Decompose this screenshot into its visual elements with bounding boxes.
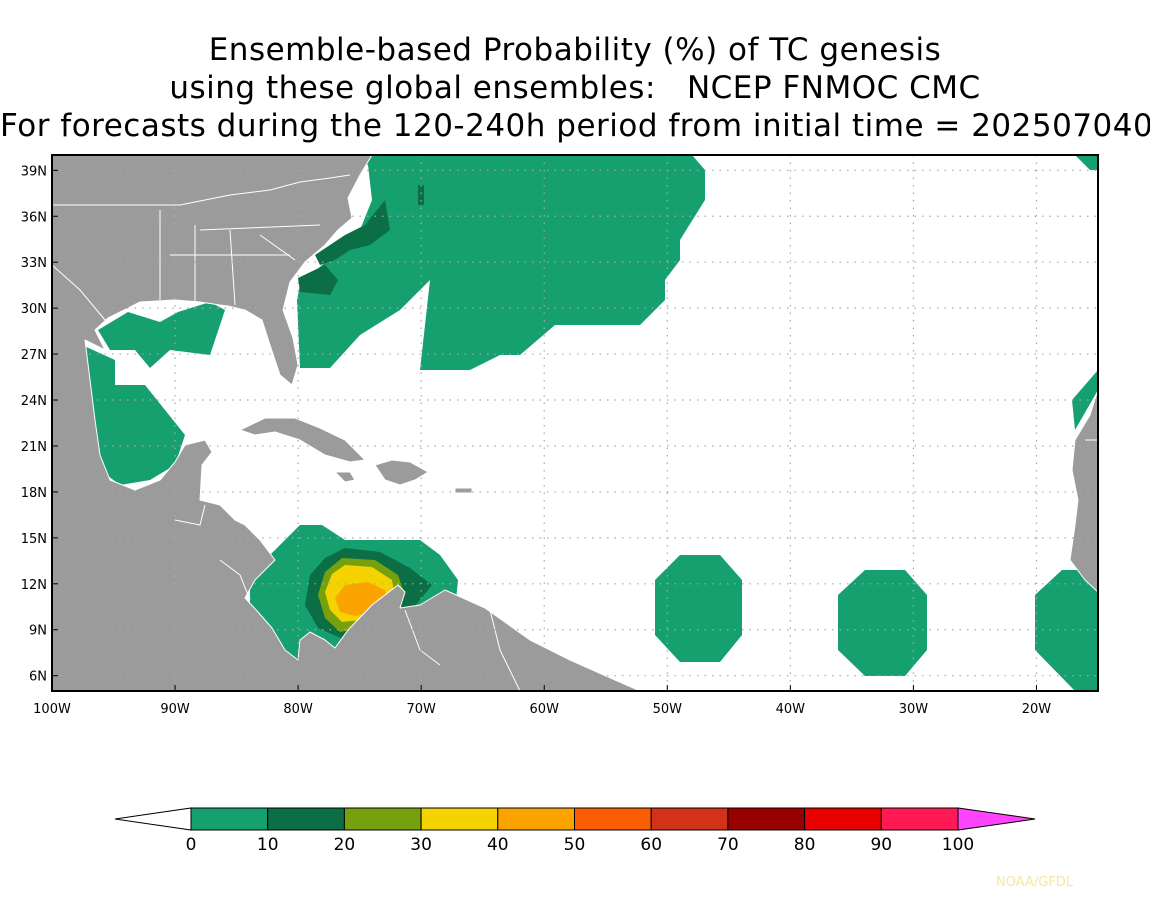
border-colombia-venezuela <box>404 609 441 666</box>
credit-text: NOAA/GFDL <box>996 875 1074 890</box>
colorbar-label-30: 30 <box>410 835 432 855</box>
prob-region-us-east-coast <box>297 155 705 370</box>
prob-region-sc-coast <box>298 265 338 295</box>
lon-label-70W: 70W <box>406 702 436 717</box>
border-state-5 <box>199 224 321 231</box>
lat-label-18N: 18N <box>21 486 47 501</box>
prob-region-top-right <box>1075 155 1098 170</box>
lon-label-90W: 90W <box>160 702 190 717</box>
prob-region-gulf-north <box>98 302 225 368</box>
land-puerto-rico <box>454 487 473 494</box>
colorbar-label-50: 50 <box>564 835 586 855</box>
border-mexico-guatemala <box>174 504 206 526</box>
colorbar-over-triangle <box>957 807 1036 831</box>
lon-label-100W: 100W <box>33 702 71 717</box>
colorbar-label-0: 0 <box>186 835 197 855</box>
lon-label-30W: 30W <box>899 702 929 717</box>
lat-label-39N: 39N <box>21 164 47 179</box>
colorbar-swatch-2 <box>343 807 422 831</box>
lon-label-60W: 60W <box>530 702 560 717</box>
map-plot-area <box>52 155 1098 691</box>
colorbar-swatch-6 <box>650 807 729 831</box>
border-us-canada <box>52 174 351 206</box>
land-hispaniola <box>374 459 429 486</box>
colorbar-swatch-5 <box>574 807 652 831</box>
prob-region-atlantic-32w <box>838 570 927 676</box>
prob-region-gulf-west <box>82 345 185 485</box>
land-jamaica <box>334 471 356 483</box>
lon-axis: 100W 90W 80W 70W 60W 50W 40W 30W 20W <box>33 685 1051 717</box>
lat-label-27N: 27N <box>21 348 47 363</box>
colorbar-swatch-7 <box>727 807 806 831</box>
colorbar-label-80: 80 <box>794 835 816 855</box>
lat-label-6N: 6N <box>29 670 47 685</box>
lat-label-12N: 12N <box>21 578 47 593</box>
lat-axis: 39N 36N 33N 30N 27N 24N 21N 18N 15N 12N 9N 6N <box>21 164 58 685</box>
border-us-mexico <box>52 264 106 321</box>
border-state-3 <box>229 229 236 306</box>
border-venezuela-guyana <box>489 609 521 691</box>
colorbar-swatch-9 <box>880 807 959 831</box>
lon-label-40W: 40W <box>776 702 806 717</box>
colorbar-swatch-8 <box>804 807 882 831</box>
lon-label-20W: 20W <box>1022 702 1052 717</box>
lat-label-15N: 15N <box>21 532 47 547</box>
land-cuba <box>239 417 366 463</box>
lon-label-50W: 50W <box>653 702 683 717</box>
colorbar-label-40: 40 <box>487 835 509 855</box>
colorbar: 0 10 20 30 40 50 60 70 80 90 100 <box>114 807 1036 855</box>
colorbar-swatch-1 <box>267 807 345 831</box>
lat-label-30N: 30N <box>21 302 47 317</box>
border-central-america <box>219 559 251 601</box>
prob-region-nc-coast <box>315 200 390 265</box>
political-borders <box>52 174 1098 691</box>
lat-label-24N: 24N <box>21 394 47 409</box>
colorbar-label-70: 70 <box>717 835 739 855</box>
lat-label-21N: 21N <box>21 440 47 455</box>
title-line-1: Ensemble-based Probability (%) of TC gen… <box>208 32 942 68</box>
colorbar-swatch-4 <box>497 807 575 831</box>
colorbar-label-100: 100 <box>942 835 974 855</box>
prob-region-africa-coast <box>1072 370 1098 430</box>
lat-label-33N: 33N <box>21 256 47 271</box>
colorbar-label-10: 10 <box>257 835 279 855</box>
colorbar-label-90: 90 <box>870 835 892 855</box>
lat-label-9N: 9N <box>29 624 47 639</box>
colorbar-swatch-3 <box>420 807 499 831</box>
colorbar-swatch-0 <box>190 807 269 831</box>
colorbar-under-triangle <box>114 807 192 831</box>
colorbar-label-20: 20 <box>334 835 356 855</box>
border-state-6 <box>259 234 296 261</box>
prob-region-bahamas-dark <box>418 185 424 205</box>
lat-label-36N: 36N <box>21 210 47 225</box>
prob-region-atlantic-48w <box>655 555 742 662</box>
map-frame <box>51 154 1099 692</box>
title-line-3: For forecasts during the 120-240h period… <box>0 108 1150 144</box>
title-line-2: using these global ensembles: NCEP FNMOC… <box>169 70 981 106</box>
colorbar-label-60: 60 <box>640 835 662 855</box>
prob-region-atlantic-18w <box>1035 570 1098 691</box>
lon-label-80W: 80W <box>283 702 313 717</box>
